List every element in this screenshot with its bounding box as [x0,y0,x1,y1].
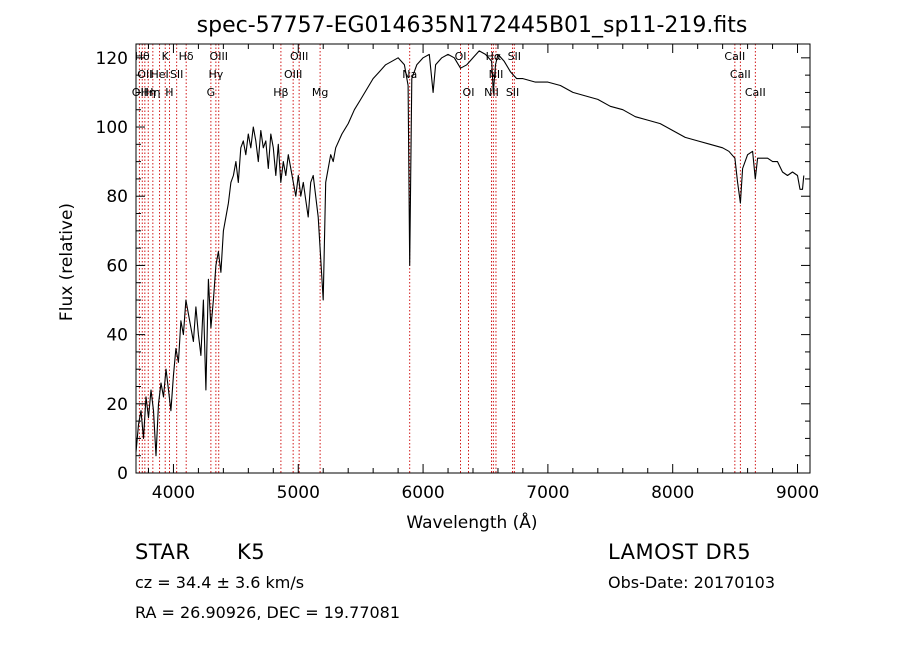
line-marker-label: NII [489,68,504,81]
x-tick-label: 5000 [277,483,320,503]
y-tick-label: 0 [117,464,128,484]
line-marker-label: G [207,86,216,99]
line-marker-label: K [162,50,170,63]
x-axis-ticks: 4000 5000 6000 7000 8000 9000 [147,44,819,503]
y-tick-label: 100 [96,118,128,138]
x-axis-label: Wavelength (Å) [406,511,537,533]
y-tick-label: 40 [106,326,128,346]
y-tick-label: 20 [106,395,128,415]
y-tick-label: 120 [96,49,128,69]
line-marker-label: OI [463,86,475,99]
plot-frame [135,43,811,474]
line-marker-label: Hδ [179,50,194,63]
line-marker-label: OIII [290,50,308,63]
velocity-readout: cz = 34.4 ± 3.6 km/s [135,573,305,592]
obs-date: Obs-Date: 20170103 [608,573,776,592]
line-marker-label: H [165,86,173,99]
line-marker-label: NII [484,86,499,99]
x-tick-label: 8000 [651,483,694,503]
line-marker-label: SII [508,50,521,63]
line-markers [138,44,756,473]
y-tick-label: 60 [106,256,128,276]
object-class: STAR [135,540,191,564]
line-marker-label: SII [506,86,519,99]
y-tick-label: 80 [106,187,128,207]
x-tick-label: 4000 [152,483,195,503]
line-marker-label: Hγ [208,68,223,81]
line-marker-label: OI [455,50,467,63]
x-tick-label: 6000 [401,483,444,503]
y-axis-label: Flux (relative) [57,203,77,321]
coordinates: RA = 26.90926, DEC = 19.77081 [135,603,401,622]
line-marker-labels: OIIHθOIIHηHηHeIKHSIIHδGHγOIIIHβOIIIOIIIM… [132,50,766,99]
line-marker-label: OII [137,68,152,81]
line-marker-label: Mg [312,86,328,99]
line-marker-label: Hη [141,86,156,99]
line-marker-label: OIII [284,68,302,81]
line-marker-label: Hθ [135,50,150,63]
line-marker-label: OIII [210,50,228,63]
line-marker-label: CaII [730,68,751,81]
line-marker-label: CaII [724,50,745,63]
line-marker-label: SII [170,68,183,81]
object-subclass: K5 [237,540,266,564]
x-tick-label: 9000 [776,483,819,503]
y-axis-ticks: 0 20 40 60 80 100 120 [96,49,810,484]
line-marker-label: HeI [150,68,168,81]
line-marker-label: Hη [145,86,160,99]
spectrum-line [135,50,805,457]
line-marker-label: CaII [745,86,766,99]
survey-name: LAMOST DR5 [608,540,752,564]
x-tick-label: 7000 [526,483,569,503]
line-marker-label: Hβ [273,86,288,99]
chart-title: spec-57757-EG014635N172445B01_sp11-219.f… [197,13,748,38]
